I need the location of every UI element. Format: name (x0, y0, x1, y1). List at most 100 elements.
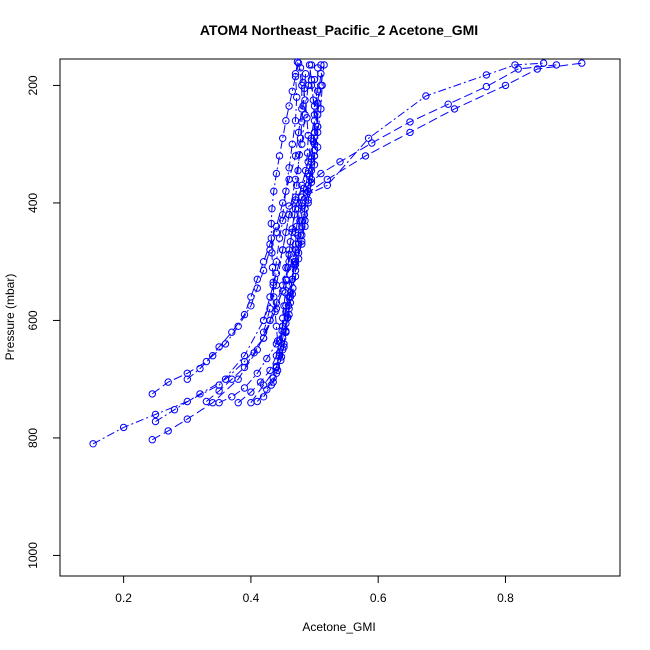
y-axis: 200 400 600 800 1000 (26, 75, 61, 569)
data-point (273, 337, 282, 345)
data-point (501, 81, 510, 90)
data-point (295, 151, 303, 159)
data-point (482, 71, 491, 79)
data-point (317, 61, 325, 69)
data-point (275, 152, 284, 160)
data-point (279, 314, 287, 322)
profile-line (263, 64, 557, 321)
data-point (299, 102, 307, 110)
data-point (266, 305, 274, 313)
data-point (215, 399, 223, 407)
data-point (259, 381, 268, 389)
data-point (317, 169, 325, 178)
x-axis: 0.2 0.4 0.6 0.8 (115, 575, 514, 605)
data-point (269, 278, 277, 286)
data-point (164, 427, 172, 435)
data-point (314, 143, 322, 151)
data-point (310, 161, 319, 169)
y-axis-label: Pressure (mbar) (3, 274, 17, 361)
data-point (202, 357, 211, 366)
data-point (284, 302, 293, 310)
chart-title: ATOM4 Northeast_Pacific_2 Acetone_GMI (200, 22, 478, 38)
data-point (318, 81, 326, 90)
data-point (293, 181, 301, 190)
data-point (533, 65, 541, 73)
data-point (552, 61, 561, 69)
data-point (280, 302, 288, 310)
data-point (277, 356, 285, 365)
data-point (240, 384, 249, 392)
profile-series (269, 64, 312, 386)
data-point (285, 211, 293, 219)
data-point (444, 100, 452, 108)
data-point (291, 70, 300, 78)
data-point (309, 96, 317, 104)
data-point (253, 369, 261, 377)
data-point (234, 322, 242, 330)
data-point (196, 390, 204, 398)
data-point (310, 117, 319, 125)
data-point (294, 59, 303, 67)
data-point (422, 92, 430, 100)
data-point (164, 378, 172, 386)
data-point (288, 87, 296, 96)
data-point (291, 152, 300, 160)
data-point (270, 187, 278, 195)
y-tick-label: 800 (26, 428, 40, 448)
data-point (183, 397, 192, 406)
data-point (307, 75, 316, 84)
data-point (307, 155, 316, 163)
data-point (578, 59, 586, 67)
profile-line (263, 62, 544, 333)
data-point (406, 118, 414, 126)
data-point (291, 72, 300, 81)
data-point (283, 314, 291, 322)
data-point (151, 417, 160, 426)
data-point (272, 228, 281, 237)
data-point (119, 423, 128, 432)
data-point (279, 346, 287, 354)
data-point (253, 275, 261, 283)
data-point (259, 334, 268, 342)
data-point (314, 87, 322, 96)
data-point (275, 234, 284, 242)
y-tick-label: 200 (26, 75, 40, 95)
data-point (320, 61, 328, 69)
x-tick-label: 0.8 (497, 591, 514, 605)
data-point (291, 196, 300, 204)
data-point (303, 114, 311, 122)
data-point (282, 228, 290, 237)
x-tick-label: 0.2 (115, 591, 132, 605)
data-point (298, 118, 306, 126)
profile-series (247, 59, 586, 407)
data-point (259, 328, 268, 336)
data-point (272, 322, 281, 330)
data-point (285, 250, 293, 259)
data-point (286, 289, 295, 297)
data-point (361, 152, 370, 160)
data-point (336, 158, 344, 166)
data-point (267, 219, 275, 228)
data-point (89, 440, 97, 448)
data-point (259, 316, 268, 325)
data-point (282, 187, 290, 195)
data-point (482, 82, 491, 91)
data-point (279, 199, 287, 207)
data-point (304, 181, 312, 190)
data-point (170, 406, 179, 414)
data-point (282, 328, 290, 336)
data-point (285, 175, 293, 184)
data-point (296, 216, 304, 225)
data-point (279, 216, 287, 225)
data-point (267, 234, 275, 242)
data-point (250, 349, 258, 357)
data-point (291, 193, 300, 201)
x-tick-label: 0.6 (370, 591, 387, 605)
data-point (266, 293, 274, 301)
data-point (304, 131, 312, 140)
data-point (268, 249, 276, 257)
data-point (202, 397, 211, 406)
profile-line (270, 61, 298, 356)
